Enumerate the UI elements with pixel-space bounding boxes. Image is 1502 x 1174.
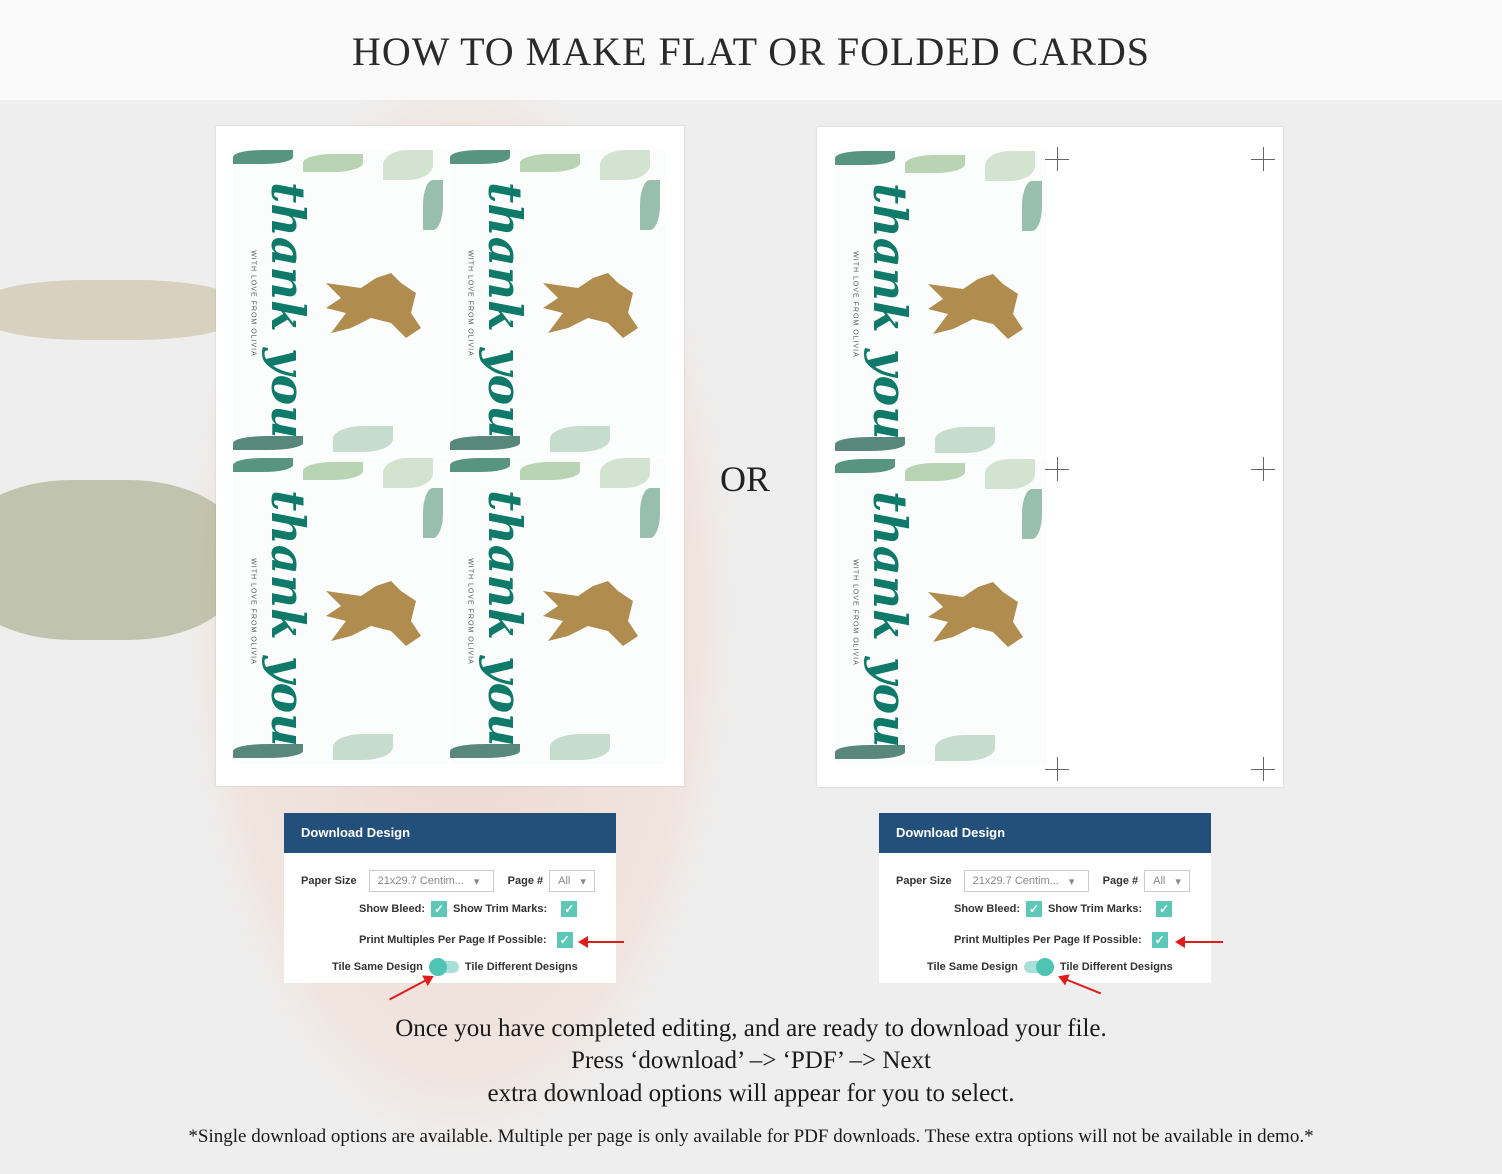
paper-size-label: Paper Size xyxy=(896,875,952,887)
thank-you-card: thank you WITH LOVE FROM OLIVIA xyxy=(450,150,665,456)
page-label: Page # xyxy=(1102,875,1139,887)
paper-size-value: 21x29.7 Centim... xyxy=(972,875,1059,887)
thank-you-card: thank you WITH LOVE FROM OLIVIA xyxy=(835,151,1047,457)
card-subtitle: WITH LOVE FROM OLIVIA xyxy=(851,559,859,666)
arrow-icon xyxy=(578,936,624,948)
deer-illustration xyxy=(326,581,421,646)
show-bleed-label: Show Bleed: xyxy=(359,903,426,915)
header: HOW TO MAKE FLAT OR FOLDED CARDS xyxy=(0,0,1502,100)
thank-you-card: thank you WITH LOVE FROM OLIVIA xyxy=(233,458,448,764)
panel-title: Download Design xyxy=(284,813,616,853)
deer-illustration xyxy=(928,274,1023,339)
trim-mark xyxy=(1045,769,1069,770)
or-label: OR xyxy=(720,459,771,499)
show-bleed-checkbox[interactable]: ✓ xyxy=(1026,901,1043,917)
tile-different-label: Tile Different Designs xyxy=(1059,961,1173,973)
instruction-line: Press ‘download’ –> ‘PDF’ –> Next xyxy=(571,1047,931,1074)
show-trim-label: Show Trim Marks: xyxy=(453,903,548,915)
page-value: All xyxy=(558,875,571,887)
panel-title: Download Design xyxy=(879,813,1211,853)
trim-mark xyxy=(1045,469,1069,470)
arrow-icon xyxy=(1175,936,1223,948)
instruction-line: extra download options will appear for y… xyxy=(487,1080,1015,1107)
chevron-down-icon: ▾ xyxy=(1068,876,1075,888)
show-bleed-label: Show Bleed: xyxy=(954,903,1021,915)
card-thank-you-text: thank you xyxy=(478,182,532,439)
tile-different-label: Tile Different Designs xyxy=(464,961,578,973)
card-thank-you-text: thank you xyxy=(261,182,315,439)
paper-size-select[interactable]: 21x29.7 Centim... ▾ xyxy=(963,870,1089,892)
card-subtitle: WITH LOVE FROM OLIVIA xyxy=(851,251,859,358)
flat-cards-sheet: thank you WITH LOVE FROM OLIVIA thank yo… xyxy=(216,126,684,786)
print-multiples-checkbox[interactable]: ✓ xyxy=(556,932,573,948)
page-value: All xyxy=(1153,875,1166,887)
deer-illustration xyxy=(326,273,421,338)
chevron-down-icon: ▾ xyxy=(580,876,586,888)
page-select[interactable]: All ▾ xyxy=(549,870,595,892)
show-trim-label: Show Trim Marks: xyxy=(1048,903,1143,915)
page-title: HOW TO MAKE FLAT OR FOLDED CARDS xyxy=(351,29,1150,74)
footnote: *Single download options are available. … xyxy=(188,1126,1314,1147)
download-design-panel: Download Design Paper Size 21x29.7 Centi… xyxy=(879,813,1211,983)
card-subtitle: WITH LOVE FROM OLIVIA xyxy=(466,558,474,665)
tile-toggle[interactable] xyxy=(1023,958,1054,976)
card-subtitle: WITH LOVE FROM OLIVIA xyxy=(249,250,257,357)
chevron-down-icon: ▾ xyxy=(1175,876,1181,888)
instruction-line: Once you have completed editing, and are… xyxy=(395,1015,1107,1042)
tile-toggle[interactable] xyxy=(428,958,459,976)
trim-mark xyxy=(1251,159,1275,160)
thank-you-card: thank you WITH LOVE FROM OLIVIA xyxy=(835,459,1047,765)
trim-mark xyxy=(1251,769,1275,770)
paper-size-label: Paper Size xyxy=(301,875,357,887)
trim-mark xyxy=(1045,159,1069,160)
card-thank-you-text: thank you xyxy=(863,183,917,440)
trim-mark xyxy=(1251,469,1275,470)
thank-you-card: thank you WITH LOVE FROM OLIVIA xyxy=(233,150,448,456)
tile-same-label: Tile Same Design xyxy=(332,961,423,973)
page-label: Page # xyxy=(507,875,544,887)
card-thank-you-text: thank you xyxy=(863,491,917,748)
print-multiples-label: Print Multiples Per Page If Possible: xyxy=(954,934,1142,946)
deer-illustration xyxy=(543,273,638,338)
page-select[interactable]: All ▾ xyxy=(1144,870,1190,892)
card-subtitle: WITH LOVE FROM OLIVIA xyxy=(466,250,474,357)
tile-same-label: Tile Same Design xyxy=(927,961,1018,973)
print-multiples-label: Print Multiples Per Page If Possible: xyxy=(359,934,547,946)
show-trim-checkbox[interactable]: ✓ xyxy=(561,901,578,917)
print-multiples-checkbox[interactable]: ✓ xyxy=(1151,932,1168,948)
card-thank-you-text: thank you xyxy=(478,490,532,747)
folded-cards-sheet: thank you WITH LOVE FROM OLIVIA thank yo… xyxy=(817,127,1283,787)
show-bleed-checkbox[interactable]: ✓ xyxy=(431,901,448,917)
thank-you-card: thank you WITH LOVE FROM OLIVIA xyxy=(450,458,665,764)
chevron-down-icon: ▾ xyxy=(473,876,480,888)
card-subtitle: WITH LOVE FROM OLIVIA xyxy=(249,558,257,665)
deer-illustration xyxy=(543,581,638,646)
card-thank-you-text: thank you xyxy=(261,490,315,747)
paper-size-value: 21x29.7 Centim... xyxy=(377,875,464,887)
show-trim-checkbox[interactable]: ✓ xyxy=(1156,901,1173,917)
deer-illustration xyxy=(928,582,1023,647)
download-design-panel: Download Design Paper Size 21x29.7 Centi… xyxy=(284,813,616,983)
paper-size-select[interactable]: 21x29.7 Centim... ▾ xyxy=(368,870,494,892)
